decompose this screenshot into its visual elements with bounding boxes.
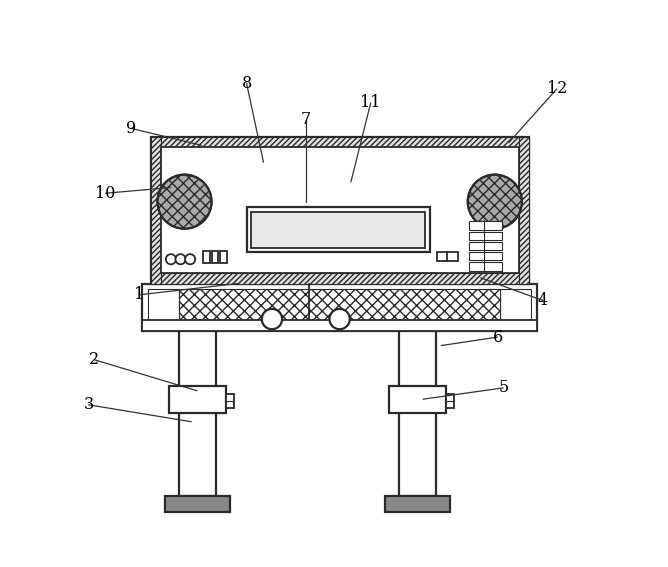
Text: 5: 5 (498, 379, 508, 396)
Bar (142, 320, 537, 332)
Circle shape (468, 175, 522, 229)
Text: 8: 8 (241, 75, 252, 92)
Text: 9: 9 (126, 120, 136, 137)
Text: 1: 1 (134, 286, 144, 303)
Text: 12: 12 (546, 81, 567, 98)
Bar (165, 496, 230, 512)
Text: 6: 6 (492, 329, 503, 346)
Bar (470, 262, 502, 270)
Circle shape (262, 309, 282, 329)
Bar (470, 222, 502, 230)
Bar (470, 242, 502, 250)
Bar (179, 332, 216, 496)
Text: 11: 11 (361, 95, 381, 112)
Bar (212, 251, 218, 263)
Circle shape (185, 254, 195, 264)
Bar (385, 496, 450, 512)
Bar (150, 137, 528, 147)
Bar (447, 252, 458, 261)
Bar (203, 251, 210, 263)
Bar (389, 386, 446, 413)
Bar (150, 273, 528, 284)
Text: 7: 7 (301, 111, 311, 128)
Circle shape (176, 254, 186, 264)
Bar (399, 332, 436, 496)
Circle shape (158, 175, 212, 229)
Bar (246, 208, 430, 252)
Text: 4: 4 (538, 292, 548, 309)
Circle shape (166, 254, 176, 264)
Bar (142, 284, 537, 332)
Bar (518, 137, 528, 284)
Bar (437, 252, 448, 261)
Bar (169, 386, 226, 413)
Bar (150, 137, 161, 284)
Bar (150, 137, 528, 284)
Text: 10: 10 (96, 185, 116, 202)
Bar (470, 231, 502, 240)
Bar (470, 252, 502, 260)
Text: 2: 2 (89, 351, 100, 368)
Circle shape (329, 309, 350, 329)
Bar (500, 289, 532, 320)
Text: 3: 3 (84, 396, 94, 413)
Bar (446, 393, 454, 408)
Bar (161, 147, 518, 273)
Bar (148, 289, 179, 320)
Bar (220, 251, 227, 263)
Bar (226, 393, 234, 408)
Bar (179, 289, 500, 320)
Bar (251, 212, 426, 248)
